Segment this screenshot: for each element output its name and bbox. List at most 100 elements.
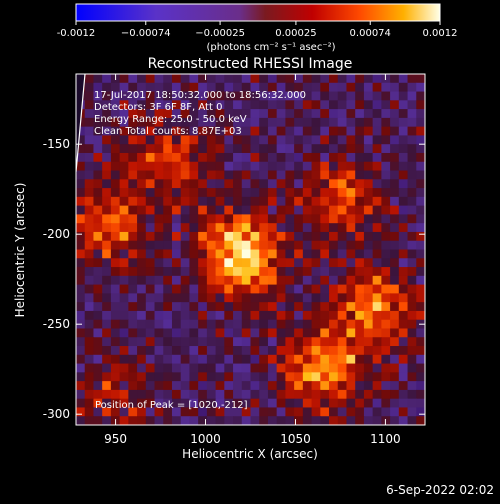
heatmap-cell	[267, 205, 278, 216]
heatmap-cell	[119, 109, 129, 119]
heatmap-cell	[329, 152, 339, 163]
heatmap-cell	[346, 82, 356, 93]
heatmap-cell	[337, 337, 348, 347]
heatmap-cell	[381, 100, 391, 110]
heatmap-cell	[311, 416, 321, 425]
heatmap-cell	[267, 389, 278, 400]
heatmap-cell	[390, 82, 400, 93]
heatmap-cell	[259, 91, 269, 101]
heatmap-cell	[84, 82, 95, 93]
heatmap-cell	[198, 398, 208, 409]
heatmap-cell	[363, 188, 374, 198]
heatmap-cell	[259, 407, 269, 417]
heatmap-cell	[171, 284, 182, 294]
heatmap-cell	[189, 205, 199, 216]
heatmap-cell	[302, 100, 313, 110]
heatmap-cell	[233, 337, 243, 347]
heatmap-cell	[215, 354, 225, 365]
heatmap-cell	[189, 407, 199, 417]
heatmap-cell	[224, 144, 234, 154]
heatmap-cell	[346, 74, 356, 84]
heatmap-cell	[102, 293, 112, 303]
heatmap-cell	[320, 109, 330, 119]
heatmap-cell	[84, 214, 95, 224]
heatmap-cell	[250, 407, 260, 417]
heatmap-cell	[189, 346, 199, 356]
heatmap-cell	[224, 398, 234, 409]
heatmap-cell	[250, 144, 260, 154]
heatmap-cell	[224, 258, 234, 268]
heatmap-cell	[250, 337, 260, 347]
heatmap-cell	[355, 398, 365, 409]
heatmap-cell	[416, 152, 425, 163]
heatmap-cell	[390, 109, 400, 119]
heatmap-cell	[137, 170, 147, 180]
heatmap-cell	[233, 293, 243, 303]
heatmap-cell	[416, 416, 425, 425]
heatmap-cell	[215, 135, 225, 145]
heatmap-cell	[128, 109, 138, 119]
heatmap-cell	[76, 416, 86, 425]
heatmap-cell	[84, 372, 95, 382]
heatmap-cell	[320, 196, 330, 207]
heatmap-cell	[337, 319, 348, 330]
heatmap-cell	[163, 389, 173, 400]
heatmap-cell	[119, 240, 129, 251]
heatmap-cell	[137, 407, 147, 417]
heatmap-cell	[206, 302, 217, 312]
heatmap-cell	[407, 74, 417, 84]
heatmap-cell	[163, 372, 173, 382]
heatmap-cell	[276, 302, 286, 312]
heatmap-cell	[346, 205, 356, 216]
heatmap-cell	[110, 91, 121, 101]
heatmap-cell	[276, 389, 286, 400]
heatmap-cell	[285, 337, 295, 347]
heatmap-cell	[381, 196, 391, 207]
heatmap-cell	[215, 152, 225, 163]
heatmap-cell	[398, 363, 409, 373]
heatmap-cell	[93, 179, 103, 189]
heatmap-cell	[276, 152, 286, 163]
heatmap-cell	[294, 161, 304, 172]
heatmap-cell	[294, 354, 304, 365]
heatmap-cell	[233, 117, 243, 128]
heatmap-cell	[119, 188, 129, 198]
heatmap-cell	[76, 161, 86, 172]
heatmap-cell	[163, 240, 173, 251]
heatmap-cell	[355, 319, 365, 330]
heatmap-cell	[241, 161, 252, 172]
heatmap-cell	[215, 416, 225, 425]
heatmap-cell	[311, 293, 321, 303]
heatmap-cell	[137, 293, 147, 303]
heatmap-cell	[416, 258, 425, 268]
heatmap-cell	[294, 275, 304, 286]
heatmap-cell	[198, 170, 208, 180]
heatmap-cell	[145, 82, 156, 93]
heatmap-cell	[416, 100, 425, 110]
heatmap-cell	[372, 267, 382, 277]
heatmap-cell	[416, 389, 425, 400]
heatmap-cell	[119, 205, 129, 216]
heatmap-cell	[198, 381, 208, 391]
heatmap-cell	[302, 117, 313, 128]
heatmap-cell	[267, 214, 278, 224]
heatmap-cell	[259, 82, 269, 93]
heatmap-cell	[93, 293, 103, 303]
heatmap-cell	[267, 152, 278, 163]
heatmap-cell	[346, 188, 356, 198]
heatmap-cell	[276, 109, 286, 119]
heatmap-cell	[329, 302, 339, 312]
heatmap-cell	[311, 249, 321, 259]
heatmap-cell	[84, 144, 95, 154]
heatmap-cell	[302, 293, 313, 303]
heatmap-cell	[363, 293, 374, 303]
heatmap-cell	[337, 82, 348, 93]
heatmap-cell	[398, 170, 409, 180]
heatmap-cell	[76, 381, 86, 391]
heatmap-cell	[84, 135, 95, 145]
heatmap-cell	[250, 100, 260, 110]
heatmap-cell	[259, 337, 269, 347]
heatmap-cell	[171, 275, 182, 286]
heatmap-cell	[110, 328, 121, 338]
heatmap-cell	[363, 231, 374, 242]
